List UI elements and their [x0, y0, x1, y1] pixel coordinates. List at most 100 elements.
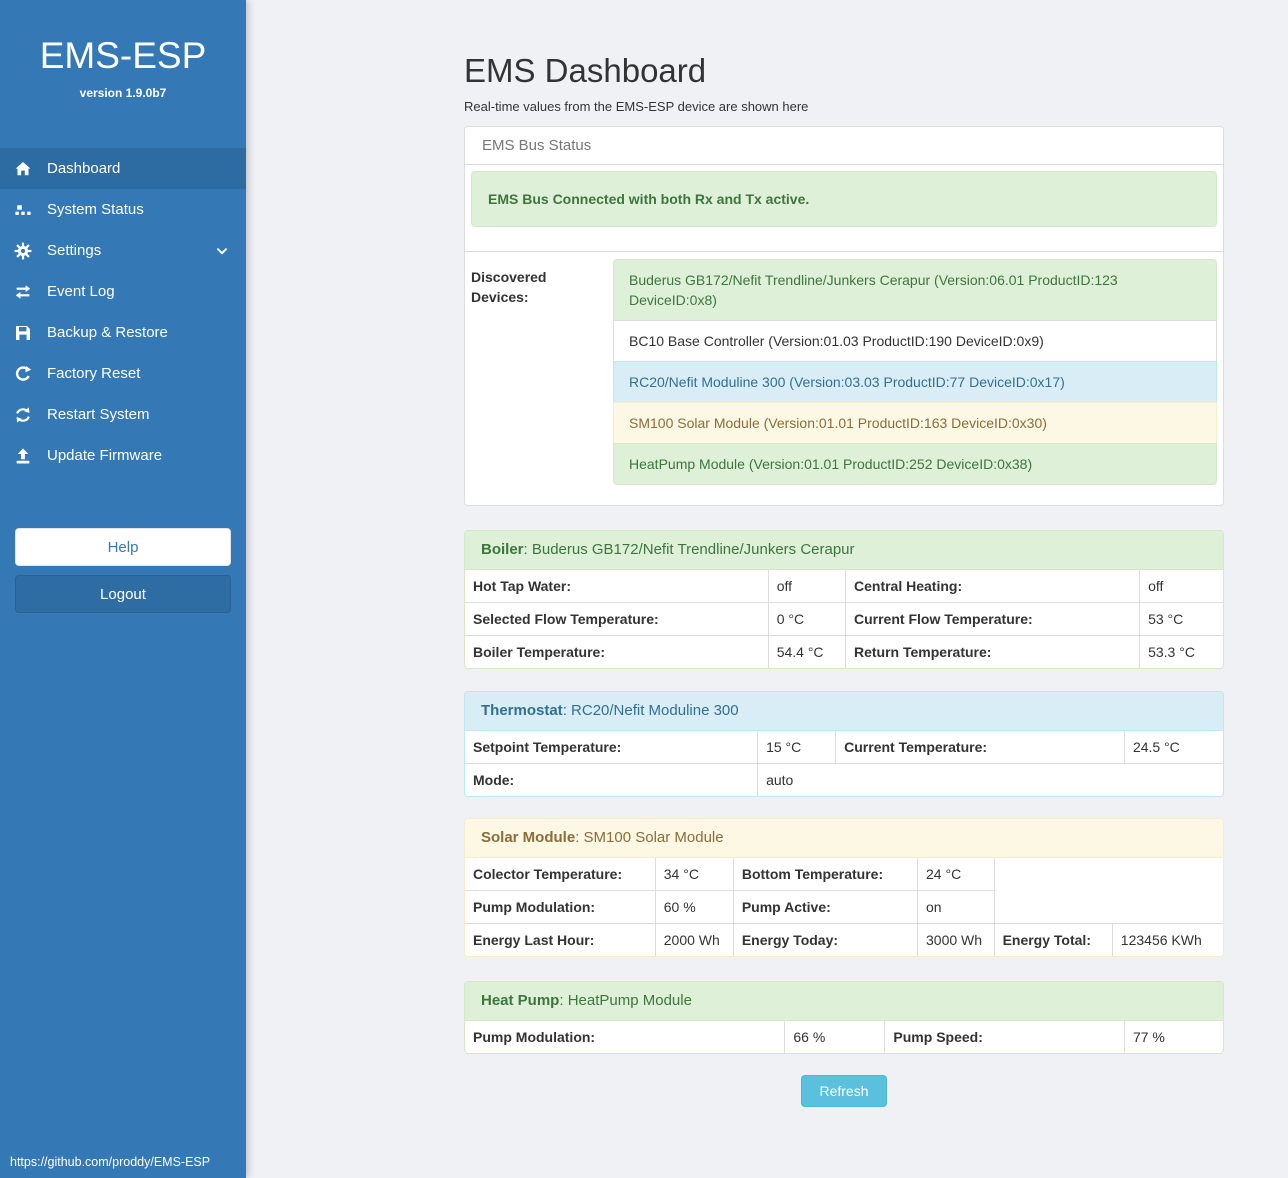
sidebar-item-label: System Status: [47, 201, 144, 218]
cell-label: Boiler Temperature:: [465, 635, 769, 668]
cell-value: 15 °C: [757, 731, 837, 764]
solar-table: Colector Temperature: 34 °C Bottom Tempe…: [465, 858, 1223, 956]
thermostat-table: Setpoint Temperature: 15 °C Current Temp…: [465, 731, 1223, 796]
solar-module-panel: Solar Module: SM100 Solar Module Colecto…: [464, 818, 1224, 957]
cell-label: Energy Today:: [732, 923, 919, 956]
cell-value: 54.4 °C: [767, 635, 847, 668]
discovered-devices-label: Discovered Devices:: [471, 269, 547, 305]
cell-empty: [994, 891, 1223, 924]
cell-value: 123456 KWh: [1111, 923, 1223, 956]
table-row: Setpoint Temperature: 15 °C Current Temp…: [465, 731, 1223, 764]
discovered-devices-row: Discovered Devices: Buderus GB172/Nefit …: [465, 251, 1223, 485]
list-item: BC10 Base Controller (Version:01.03 Prod…: [613, 320, 1217, 362]
list-item: HeatPump Module (Version:01.01 ProductID…: [613, 443, 1217, 485]
sidebar: EMS-ESP version 1.9.0b7 Dashboard System…: [0, 0, 246, 1178]
ems-bus-status-body: EMS Bus Connected with both Rx and Tx ac…: [465, 165, 1223, 505]
list-item: Buderus GB172/Nefit Trendline/Junkers Ce…: [613, 259, 1217, 321]
page-title: EMS Dashboard: [464, 52, 707, 89]
table-row: Energy Last Hour: 2000 Wh Energy Today: …: [465, 923, 1223, 956]
upload-icon: [14, 447, 38, 465]
cell-value: 24 °C: [917, 858, 995, 891]
cell-value: 0 °C: [767, 602, 847, 636]
cell-label: Pump Active:: [732, 890, 919, 924]
sidebar-item-dashboard[interactable]: Dashboard: [0, 148, 246, 189]
cell-label: Selected Flow Temperature:: [465, 602, 769, 636]
cell-label: Colector Temperature:: [465, 858, 656, 891]
sidebar-item-label: Backup & Restore: [47, 324, 168, 341]
sidebar-item-settings[interactable]: Settings: [0, 230, 246, 271]
app-version: version 1.9.0b7: [79, 86, 167, 100]
sidebar-item-label: Factory Reset: [47, 365, 141, 382]
cell-label: Pump Speed:: [884, 1021, 1125, 1053]
cell-value: auto: [757, 763, 1223, 796]
cell-label: Central Heating:: [844, 570, 1141, 603]
chevron-down-icon: [214, 243, 230, 259]
solar-device-name: : SM100 Solar Module: [575, 829, 724, 846]
cell-value: 34 °C: [654, 858, 734, 891]
thermostat-title: Thermostat: [481, 702, 563, 719]
cell-label: Current Temperature:: [835, 731, 1125, 764]
table-row: Pump Modulation: 66 % Pump Speed: 77 %: [465, 1021, 1223, 1053]
cell-value: 66 %: [784, 1021, 886, 1053]
table-row: Boiler Temperature: 54.4 °C Return Tempe…: [465, 635, 1223, 668]
status-bar-link: https://github.com/proddy/EMS-ESP: [10, 1155, 211, 1169]
cell-label: Setpoint Temperature:: [465, 731, 759, 764]
sidebar-item-system-status[interactable]: System Status: [0, 189, 246, 230]
home-icon: [14, 160, 38, 178]
cell-label: Pump Modulation:: [465, 1021, 786, 1053]
list-item: SM100 Solar Module (Version:01.01 Produc…: [613, 402, 1217, 444]
cell-value: 3000 Wh: [917, 923, 995, 956]
boiler-panel-heading: Boiler: Buderus GB172/Nefit Trendline/Ju…: [465, 531, 1223, 570]
refresh-button[interactable]: Refresh: [801, 1075, 887, 1107]
cell-value: off: [1139, 570, 1223, 603]
list-item: RC20/Nefit Moduline 300 (Version:03.03 P…: [613, 361, 1217, 403]
boiler-title: Boiler: [481, 541, 524, 558]
logout-button[interactable]: Logout: [15, 575, 231, 613]
sidebar-menu: Dashboard System Status: [0, 148, 246, 476]
cell-value: on: [917, 890, 995, 924]
table-row: Hot Tap Water: off Central Heating: off: [465, 570, 1223, 603]
cell-value: 2000 Wh: [654, 923, 734, 956]
heat-pump-device-name: : HeatPump Module: [559, 992, 692, 1009]
app-brand: EMS-ESP: [39, 35, 207, 76]
cell-label: Current Flow Temperature:: [844, 602, 1141, 636]
cell-value: 77 %: [1123, 1021, 1223, 1053]
rotate-right-icon: [14, 365, 38, 383]
table-row: Colector Temperature: 34 °C Bottom Tempe…: [465, 858, 1223, 891]
table-row: Selected Flow Temperature: 0 °C Current …: [465, 602, 1223, 636]
solar-panel-heading: Solar Module: SM100 Solar Module: [465, 819, 1223, 858]
table-row: Mode: auto: [465, 763, 1223, 796]
sidebar-item-label: Dashboard: [47, 160, 121, 177]
cell-value: off: [767, 570, 847, 603]
sidebar-item-event-log[interactable]: Event Log: [0, 271, 246, 312]
sidebar-item-label: Settings: [47, 242, 102, 259]
cell-label: Bottom Temperature:: [732, 858, 919, 891]
cell-label: Mode:: [465, 763, 759, 796]
thermostat-panel-heading: Thermostat: RC20/Nefit Moduline 300: [465, 692, 1223, 731]
sidebar-item-label: Update Firmware: [47, 447, 163, 464]
ems-bus-status-heading: EMS Bus Status: [465, 127, 1223, 165]
cell-value: 60 %: [654, 890, 734, 924]
device-list: Buderus GB172/Nefit Trendline/Junkers Ce…: [613, 259, 1217, 485]
thermostat-panel: Thermostat: RC20/Nefit Moduline 300 Setp…: [464, 691, 1224, 797]
sidebar-item-update-firmware[interactable]: Update Firmware: [0, 435, 246, 476]
cell-value: 53.3 °C: [1139, 635, 1223, 668]
cell-label: Return Temperature:: [844, 635, 1141, 668]
heat-pump-panel: Heat Pump: HeatPump Module Pump Modulati…: [464, 981, 1224, 1054]
system-status-icon: [14, 201, 38, 219]
sidebar-item-restart-system[interactable]: Restart System: [0, 394, 246, 435]
sidebar-item-backup-restore[interactable]: Backup & Restore: [0, 312, 246, 353]
sidebar-item-factory-reset[interactable]: Factory Reset: [0, 353, 246, 394]
bus-connected-alert: EMS Bus Connected with both Rx and Tx ac…: [471, 171, 1217, 227]
cell-label: Energy Total:: [993, 923, 1113, 956]
heat-pump-table: Pump Modulation: 66 % Pump Speed: 77 %: [465, 1021, 1223, 1053]
solar-title: Solar Module: [481, 829, 576, 846]
help-button[interactable]: Help: [15, 528, 231, 566]
heat-pump-panel-heading: Heat Pump: HeatPump Module: [465, 982, 1223, 1021]
cell-label: Energy Last Hour:: [465, 923, 656, 956]
gear-icon: [14, 242, 38, 260]
sidebar-item-label: Event Log: [47, 283, 115, 300]
cell-label: Pump Modulation:: [465, 890, 656, 924]
save-icon: [14, 324, 38, 342]
cell-label: Hot Tap Water:: [465, 570, 769, 603]
